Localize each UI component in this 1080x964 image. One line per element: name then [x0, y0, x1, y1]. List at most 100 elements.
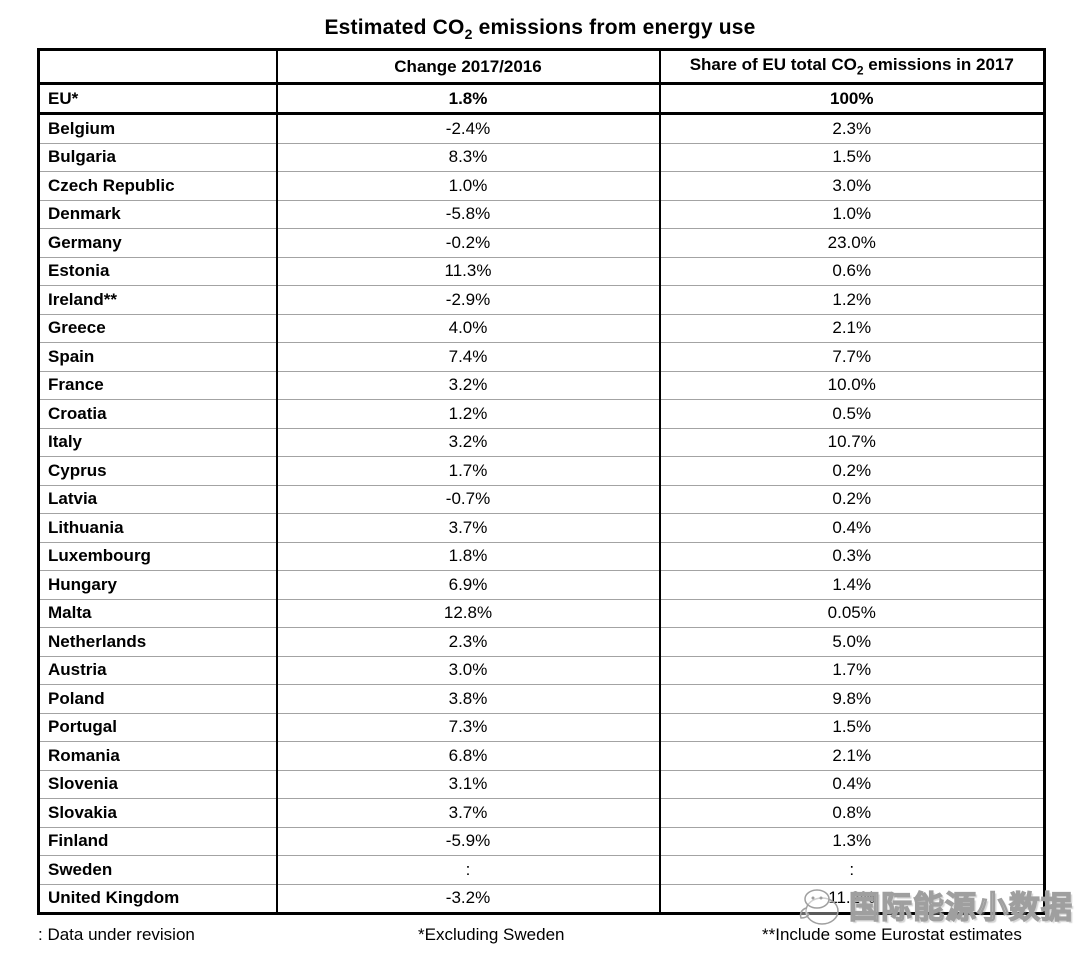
share-cell: 11.2% — [658, 884, 1045, 914]
change-cell: : — [275, 855, 660, 885]
country-cell: Greece — [38, 314, 277, 343]
country-cell: Romania — [38, 741, 277, 771]
table-row: Poland 3.8% 9.8% — [38, 684, 1045, 714]
change-cell: 3.1% — [275, 770, 660, 799]
change-cell: 11.3% — [275, 257, 660, 286]
country-header-cell — [38, 49, 277, 85]
footnote-data-under-revision: : Data under revision — [38, 925, 195, 944]
table-row: Estonia 11.3% 0.6% — [38, 257, 1045, 286]
share-cell: 0.6% — [658, 257, 1045, 286]
table-row: Croatia 1.2% 0.5% — [38, 399, 1045, 429]
share-cell: 7.7% — [658, 342, 1045, 372]
share-cell: 0.4% — [658, 513, 1045, 543]
change-header-cell: Change 2017/2016 — [275, 49, 660, 85]
change-cell: 3.2% — [275, 371, 660, 400]
change-cell: -5.9% — [275, 827, 660, 856]
table-row: Spain 7.4% 7.7% — [38, 342, 1045, 372]
share-cell: 0.3% — [658, 542, 1045, 571]
share-header-pre: Share of EU total CO — [689, 55, 857, 75]
change-cell: 7.3% — [275, 713, 660, 742]
table-row: Lithuania 3.7% 0.4% — [38, 513, 1045, 543]
share-cell: 1.4% — [658, 570, 1045, 600]
change-cell: -2.4% — [275, 113, 660, 144]
share-cell: 0.8% — [658, 798, 1045, 828]
share-cell: 2.3% — [658, 113, 1045, 144]
country-cell: Poland — [38, 684, 277, 714]
country-cell: Bulgaria — [38, 143, 277, 172]
page-title: Estimated CO2 emissions from energy use — [0, 16, 1080, 42]
country-cell: Latvia — [38, 485, 277, 514]
change-cell: -3.2% — [275, 884, 660, 914]
change-cell: 1.8% — [275, 542, 660, 571]
share-cell: 23.0% — [658, 228, 1045, 258]
country-cell: Italy — [38, 428, 277, 457]
share-cell: 1.7% — [658, 656, 1045, 685]
share-cell: 3.0% — [658, 171, 1045, 201]
table-header-row: Change 2017/2016 Share of EU total CO2 e… — [38, 49, 1045, 85]
table-row: Italy 3.2% 10.7% — [38, 428, 1045, 457]
change-cell: 4.0% — [275, 314, 660, 343]
title-text-post: emissions from energy use — [472, 16, 756, 39]
table-row: Austria 3.0% 1.7% — [38, 656, 1045, 685]
country-cell: Slovakia — [38, 798, 277, 828]
country-cell: Portugal — [38, 713, 277, 742]
country-cell: Malta — [38, 599, 277, 628]
change-cell: -5.8% — [275, 200, 660, 229]
country-cell: Belgium — [38, 113, 277, 144]
share-cell: 1.2% — [658, 285, 1045, 315]
share-header-post: emissions in 2017 — [863, 55, 1014, 75]
share-cell: 2.1% — [658, 741, 1045, 771]
share-cell: 2.1% — [658, 314, 1045, 343]
share-cell: 10.7% — [658, 428, 1045, 457]
share-cell: 0.2% — [658, 456, 1045, 486]
country-cell: Czech Republic — [38, 171, 277, 201]
table-row: France 3.2% 10.0% — [38, 371, 1045, 400]
change-cell: 7.4% — [275, 342, 660, 372]
table-row: Ireland** -2.9% 1.2% — [38, 285, 1045, 315]
table-row: Denmark -5.8% 1.0% — [38, 200, 1045, 229]
table-row: Sweden : : — [38, 855, 1045, 885]
table-row: Slovakia 3.7% 0.8% — [38, 798, 1045, 828]
table-row: Portugal 7.3% 1.5% — [38, 713, 1045, 742]
country-cell: Germany — [38, 228, 277, 258]
title-subscript: 2 — [464, 26, 473, 43]
share-cell: 5.0% — [658, 627, 1045, 657]
share-cell: : — [658, 855, 1045, 885]
change-cell: 6.9% — [275, 570, 660, 600]
country-cell: Ireland** — [38, 285, 277, 315]
table-row: Germany -0.2% 23.0% — [38, 228, 1045, 258]
country-cell: Netherlands — [38, 627, 277, 657]
eu-share-cell: 100% — [658, 83, 1045, 115]
share-cell: 1.5% — [658, 713, 1045, 742]
eu-country-cell: EU* — [38, 83, 277, 115]
share-cell: 1.3% — [658, 827, 1045, 856]
change-cell: 1.7% — [275, 456, 660, 486]
country-cell: Lithuania — [38, 513, 277, 543]
eu-change-cell: 1.8% — [275, 83, 660, 115]
country-cell: United Kingdom — [48, 888, 180, 908]
emissions-table: Change 2017/2016 Share of EU total CO2 e… — [37, 48, 1046, 915]
country-cell: Finland — [38, 827, 277, 856]
country-cell: Luxembourg — [38, 542, 277, 571]
change-cell: -0.7% — [275, 485, 660, 514]
share-cell: 1.5% — [658, 143, 1045, 172]
change-cell: 3.2% — [275, 428, 660, 457]
table-row: Cyprus 1.7% 0.2% — [38, 456, 1045, 486]
table-row: Luxembourg 1.8% 0.3% — [38, 542, 1045, 571]
country-cell: Croatia — [38, 399, 277, 429]
table-row: United Kingdom -3.2% 11.2% — [39, 884, 1045, 914]
title-text-pre: Estimated CO — [324, 16, 465, 39]
table-row: Slovenia 3.1% 0.4% — [38, 770, 1045, 799]
share-cell: 0.05% — [658, 599, 1045, 628]
change-cell: 3.8% — [275, 684, 660, 714]
table-row: Latvia -0.7% 0.2% — [38, 485, 1045, 514]
share-cell: 0.2% — [658, 485, 1045, 514]
country-cell: Austria — [38, 656, 277, 685]
country-cell: Hungary — [38, 570, 277, 600]
table-row: Belgium -2.4% 2.3% — [38, 113, 1045, 144]
share-cell: 1.0% — [658, 200, 1045, 229]
share-header-subscript: 2 — [856, 63, 864, 78]
change-cell: -2.9% — [275, 285, 660, 315]
change-cell: -0.2% — [275, 228, 660, 258]
change-cell: 3.7% — [275, 513, 660, 543]
